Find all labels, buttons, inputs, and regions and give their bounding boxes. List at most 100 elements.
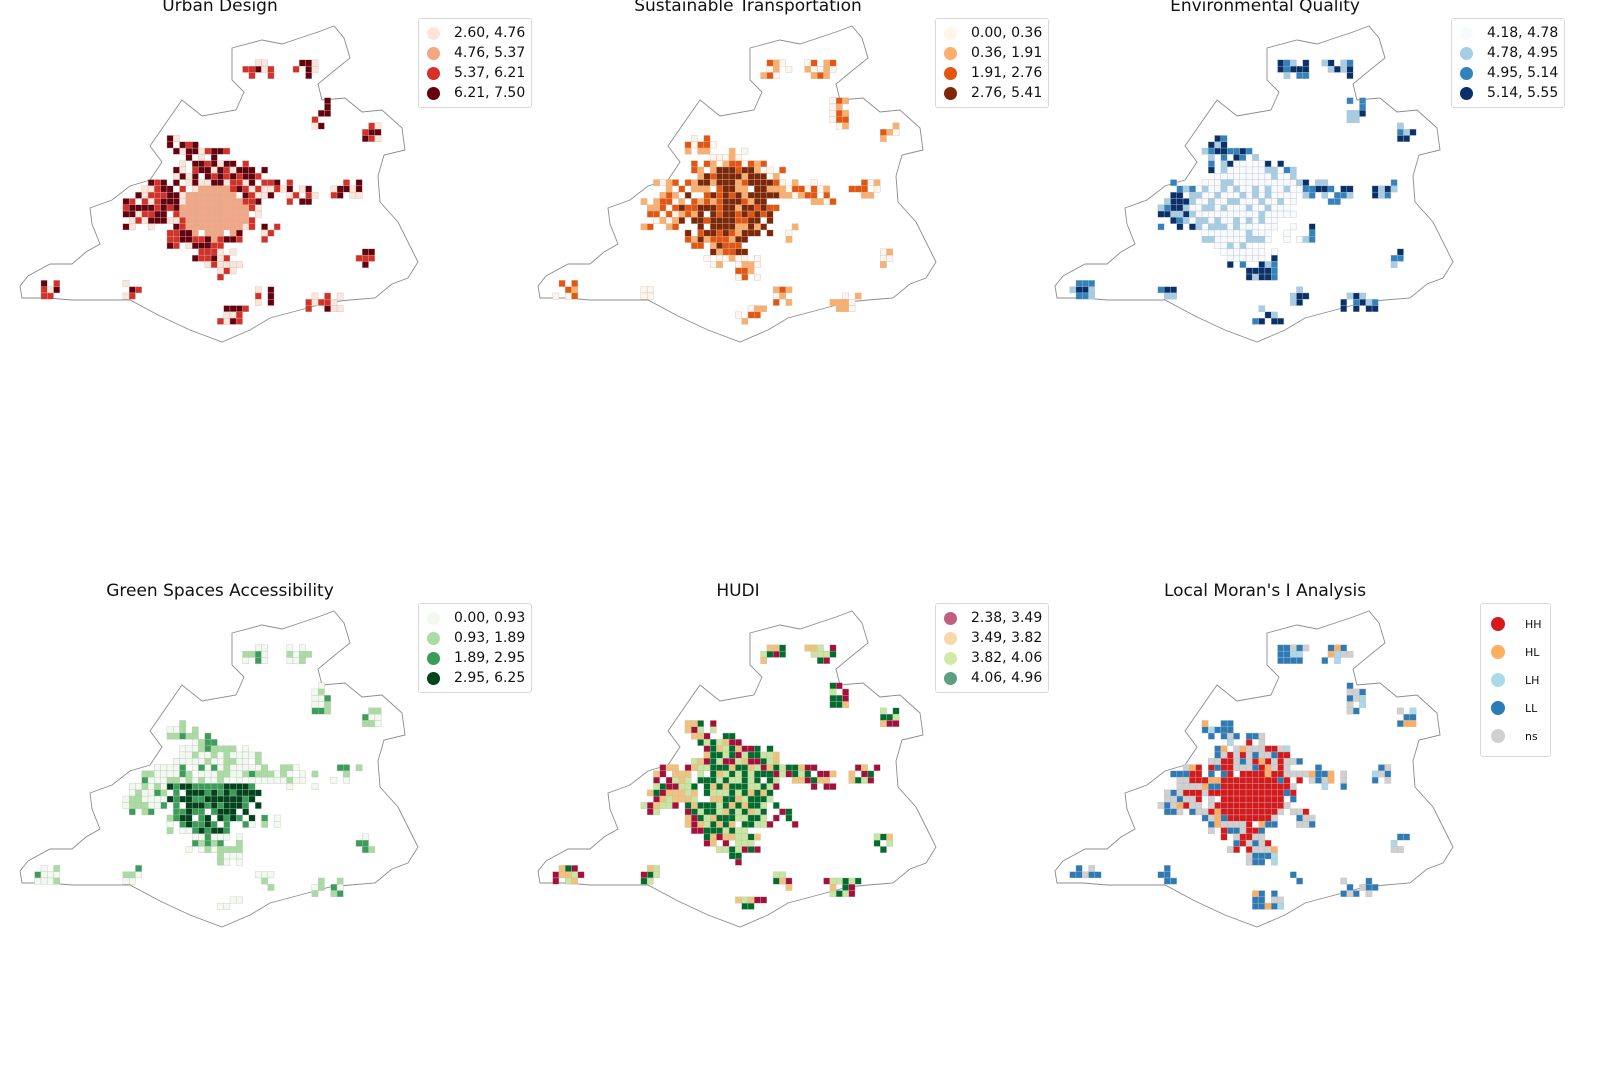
grid-cell xyxy=(1189,764,1196,772)
grid-cell xyxy=(1214,808,1222,816)
grid-cell xyxy=(173,814,180,822)
grid-cell xyxy=(198,808,205,816)
grid-cell xyxy=(735,758,742,765)
grid-cell xyxy=(292,776,300,784)
grid-cell xyxy=(709,833,717,841)
grid-cell xyxy=(703,827,711,835)
grid-cell xyxy=(785,299,793,306)
grid-cell xyxy=(1302,59,1310,67)
grid-cell xyxy=(766,751,774,759)
grid-cell xyxy=(1233,745,1240,753)
grid-cell xyxy=(179,783,187,790)
grid-cell xyxy=(286,776,294,784)
grid-cell xyxy=(362,839,369,847)
legend-label: 4.06, 4.96 xyxy=(971,670,1043,686)
grid-cell xyxy=(330,776,338,784)
grid-cell xyxy=(1264,229,1272,237)
grid-cell xyxy=(653,795,660,803)
grid-cell xyxy=(210,802,218,809)
grid-cell xyxy=(1296,179,1303,187)
grid-cell xyxy=(829,97,837,105)
grid-cell xyxy=(1258,229,1266,237)
grid-cell xyxy=(766,72,774,79)
grid-cell xyxy=(1384,185,1392,193)
study-area-boundary xyxy=(19,25,419,343)
panel-local-morans-i: Local Moran's I Analysis HH HL LH LL ns xyxy=(1035,581,1572,1070)
grid-cell xyxy=(709,802,717,809)
grid-cell xyxy=(735,160,742,168)
grid-cell xyxy=(198,827,205,835)
grid-cell xyxy=(1233,758,1240,765)
grid-cell xyxy=(1189,185,1196,193)
grid-cell xyxy=(703,751,711,759)
grid-cell xyxy=(880,128,887,136)
grid-cell xyxy=(1163,198,1171,205)
grid-cell xyxy=(735,185,742,193)
grid-cell xyxy=(179,141,187,149)
grid-cell xyxy=(191,726,199,734)
grid-cell xyxy=(646,808,654,816)
grid-cell xyxy=(166,821,174,828)
grid-cell xyxy=(1371,299,1379,306)
grid-cell xyxy=(735,783,742,790)
grid-cell xyxy=(204,776,212,784)
grid-cell xyxy=(1239,833,1247,841)
grid-cell xyxy=(1220,814,1228,822)
grid-cell xyxy=(571,280,579,287)
grid-cell xyxy=(141,217,149,224)
grid-cell xyxy=(646,865,654,872)
grid-cell xyxy=(1233,833,1240,841)
legend-swatch xyxy=(1491,617,1505,631)
grid-cell xyxy=(772,65,780,73)
grid-cell xyxy=(1245,833,1253,841)
grid-cell xyxy=(128,292,136,300)
grid-cell xyxy=(1258,317,1266,325)
grid-cell xyxy=(217,317,224,325)
grid-cell xyxy=(185,827,193,835)
grid-cell xyxy=(204,745,212,753)
grid-cell xyxy=(204,802,212,809)
grid-cell xyxy=(141,210,149,218)
grid-cell xyxy=(317,688,325,696)
grid-cell xyxy=(267,292,275,300)
legend-entry: 0.36, 1.91 xyxy=(944,43,1042,63)
grid-cell xyxy=(1258,739,1266,746)
grid-cell xyxy=(716,173,723,180)
grid-cell xyxy=(1258,839,1266,847)
grid-cell xyxy=(223,267,231,275)
grid-cell xyxy=(1271,808,1278,816)
legend-swatch xyxy=(427,86,440,100)
grid-cell xyxy=(1296,72,1303,79)
grid-cell xyxy=(747,902,755,910)
grid-cell xyxy=(1226,726,1234,734)
grid-cell xyxy=(1264,770,1272,778)
grid-cell xyxy=(160,776,168,784)
grid-cell xyxy=(229,210,237,218)
grid-cell xyxy=(684,720,692,727)
grid-cell xyxy=(1233,160,1240,168)
grid-cell xyxy=(754,833,761,841)
grid-cell xyxy=(1208,758,1215,765)
grid-cell xyxy=(154,789,161,797)
grid-cell xyxy=(1271,198,1278,205)
map-title: Local Moran's I Analysis xyxy=(1163,581,1367,601)
grid-cell xyxy=(754,185,761,193)
grid-cell xyxy=(728,764,736,772)
grid-cell xyxy=(1277,745,1285,753)
grid-cell xyxy=(1252,745,1259,753)
grid-cell xyxy=(772,802,780,809)
grid-cell xyxy=(722,764,730,772)
grid-cells xyxy=(1069,644,1417,910)
grid-cell xyxy=(1296,814,1303,822)
grid-cell xyxy=(166,198,174,205)
grid-cell xyxy=(299,185,306,193)
grid-cell xyxy=(747,764,755,772)
grid-cell xyxy=(728,223,736,231)
grid-cell xyxy=(709,745,717,753)
grid-cell xyxy=(716,846,723,853)
grid-cell xyxy=(1252,229,1259,237)
grid-cell xyxy=(160,795,168,803)
grid-cell xyxy=(741,745,749,753)
grid-cell xyxy=(324,110,331,117)
grid-cell xyxy=(709,229,717,237)
